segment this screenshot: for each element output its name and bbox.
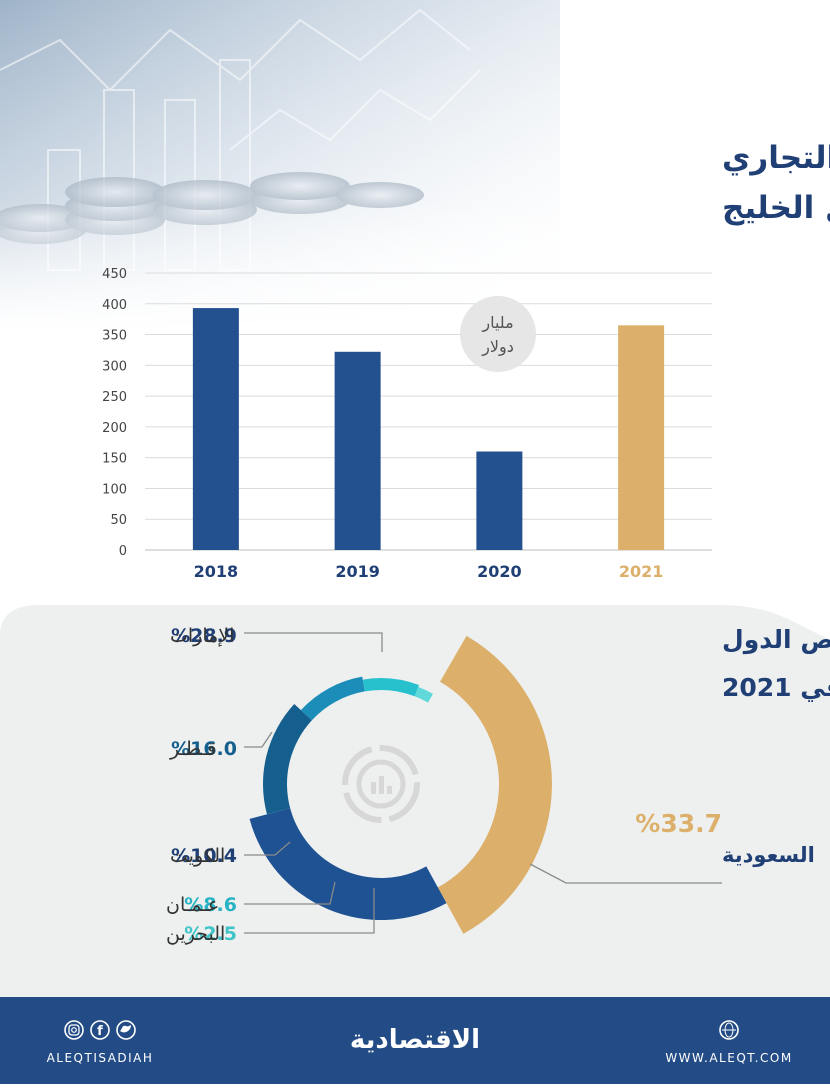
legend-uae: %28.9 الإمارات xyxy=(170,625,237,647)
page-title-line1: فائض الميزان التجاري xyxy=(722,140,830,176)
donut-slice xyxy=(414,686,433,703)
page-title-line2: لدول الخليج xyxy=(722,190,830,226)
x-tick-label-2019: 2019 xyxy=(335,562,380,581)
x-tick-label-2018: 2018 xyxy=(194,562,239,581)
donut-slice xyxy=(263,704,312,815)
donut-slice xyxy=(300,676,365,721)
footer-handle[interactable]: ALEQTISADIAH xyxy=(47,1051,154,1065)
y-tick-label: 350 xyxy=(102,329,127,344)
oman-name: عـمـان xyxy=(166,894,219,916)
legend-saudi: %33.7 السعودية xyxy=(635,809,815,867)
legend-qatar: %16.0 قـطـر xyxy=(169,738,237,760)
center-logo-icon xyxy=(342,745,420,823)
bar-chart: 0 50 100 150 200 250 300 350 400 450 2018 2019 2020… xyxy=(102,267,712,581)
oman-pct: %8.6 xyxy=(184,894,237,916)
bar-2021 xyxy=(618,325,665,550)
unit-label-line1: مليار xyxy=(481,313,513,333)
instagram-icon[interactable] xyxy=(64,1020,84,1040)
donut-chart xyxy=(244,632,722,934)
facebook-icon[interactable]: f xyxy=(90,1020,110,1040)
kuwait-name: الكويت xyxy=(170,845,225,867)
y-axis-ticks: 0 50 100 150 200 250 300 350 400 450 xyxy=(102,267,127,559)
bar-2020 xyxy=(476,451,523,550)
bar-series xyxy=(192,308,665,550)
y-tick-label: 0 xyxy=(119,544,127,559)
bahrain-pct: %2.5 xyxy=(184,923,237,945)
chart-gridlines xyxy=(145,272,712,551)
footer-brand-logo: الاقتصادية xyxy=(350,1025,480,1055)
social-icons: f xyxy=(64,1020,136,1040)
donut-slice xyxy=(249,808,447,920)
legend-bahrain: %2.5 البحرين xyxy=(166,923,237,945)
saudi-pct: %33.7 xyxy=(635,809,722,838)
qatar-name: قـطـر xyxy=(169,738,216,760)
kuwait-pct: %10.4 xyxy=(171,845,237,867)
y-tick-label: 150 xyxy=(102,452,127,467)
x-axis-labels: 2018 2019 2020 2021 xyxy=(194,562,664,581)
svg-text:f: f xyxy=(97,1024,103,1039)
y-tick-label: 300 xyxy=(102,359,127,374)
y-tick-label: 200 xyxy=(102,421,127,436)
y-tick-label: 450 xyxy=(102,267,127,282)
y-tick-label: 400 xyxy=(102,298,127,313)
bar-2019 xyxy=(334,351,381,550)
uae-pct: %28.9 xyxy=(171,625,237,647)
donut-title-line2: في 2021 xyxy=(722,673,830,702)
y-tick-label: 50 xyxy=(110,513,127,528)
y-tick-label: 250 xyxy=(102,390,127,405)
donut-slice xyxy=(437,635,552,934)
footer-website[interactable]: WWW.ALEQT.COM xyxy=(665,1051,792,1065)
saudi-name: السعودية xyxy=(722,843,815,867)
globe-icon[interactable] xyxy=(719,1020,739,1040)
donut-slices xyxy=(249,635,552,934)
twitter-icon[interactable] xyxy=(116,1020,136,1040)
x-tick-label-2020: 2020 xyxy=(477,562,522,581)
uae-name: الإمارات xyxy=(170,625,234,647)
legend-oman: %8.6 عـمـان xyxy=(166,894,237,916)
bar-2018 xyxy=(192,308,239,550)
qatar-pct: %16.0 xyxy=(171,738,237,760)
legend-kuwait: %10.4 الكويت xyxy=(170,845,237,867)
x-tick-label-2021: 2021 xyxy=(619,562,664,581)
header-photo-background xyxy=(0,0,600,330)
donut-title-line1: حصص الدول xyxy=(722,625,830,655)
bahrain-name: البحرين xyxy=(166,923,225,945)
unit-label-line2: دولار xyxy=(481,337,514,357)
y-tick-label: 100 xyxy=(102,482,127,497)
footer: f ALEQTISADIAH الاقتصادية WWW.ALEQT.COM xyxy=(0,997,830,1084)
donut-leader-lines xyxy=(244,632,722,934)
donut-slice xyxy=(362,678,420,697)
unit-badge: مليار دولار xyxy=(460,296,536,372)
